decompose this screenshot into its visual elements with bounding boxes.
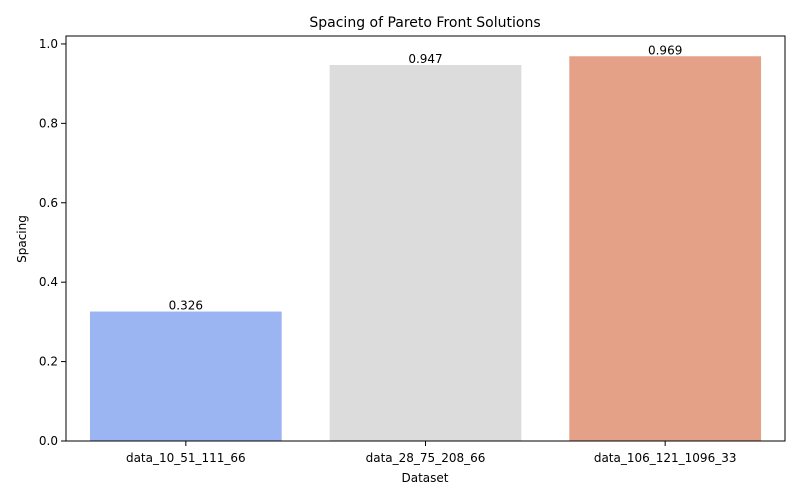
y-tick-label-2: 0.2 — [39, 355, 58, 369]
y-tick-label-1: 0.0 — [39, 434, 58, 448]
y-axis-label: Spacing — [15, 215, 29, 263]
x-tick-label-1: data_10_51_111_66 — [126, 451, 246, 465]
bar-value-label-1: 0.326 — [169, 299, 203, 313]
plot-area: 0.326 data_10_51_111_66 0.947 data_28_75_20… — [39, 37, 762, 465]
x-tick-label-2: data_28_75_208_66 — [366, 451, 486, 465]
y-tick-label-4: 0.6 — [39, 196, 58, 210]
y-tick-label-5: 0.8 — [39, 116, 58, 130]
bar-1 — [89, 311, 282, 441]
bar-value-label-3: 0.969 — [648, 43, 682, 57]
bar-value-label-2: 0.947 — [408, 52, 442, 66]
bar-3 — [569, 56, 762, 441]
bar-2 — [329, 64, 522, 441]
chart-title: Spacing of Pareto Front Solutions — [309, 15, 540, 31]
plot-frame — [65, 35, 786, 442]
x-axis-label: Dataset — [402, 471, 449, 485]
y-tick-label-3: 0.4 — [39, 275, 58, 289]
x-tick-label-3: data_106_121_1096_33 — [594, 451, 737, 465]
y-tick-label-6: 1.0 — [39, 37, 58, 51]
